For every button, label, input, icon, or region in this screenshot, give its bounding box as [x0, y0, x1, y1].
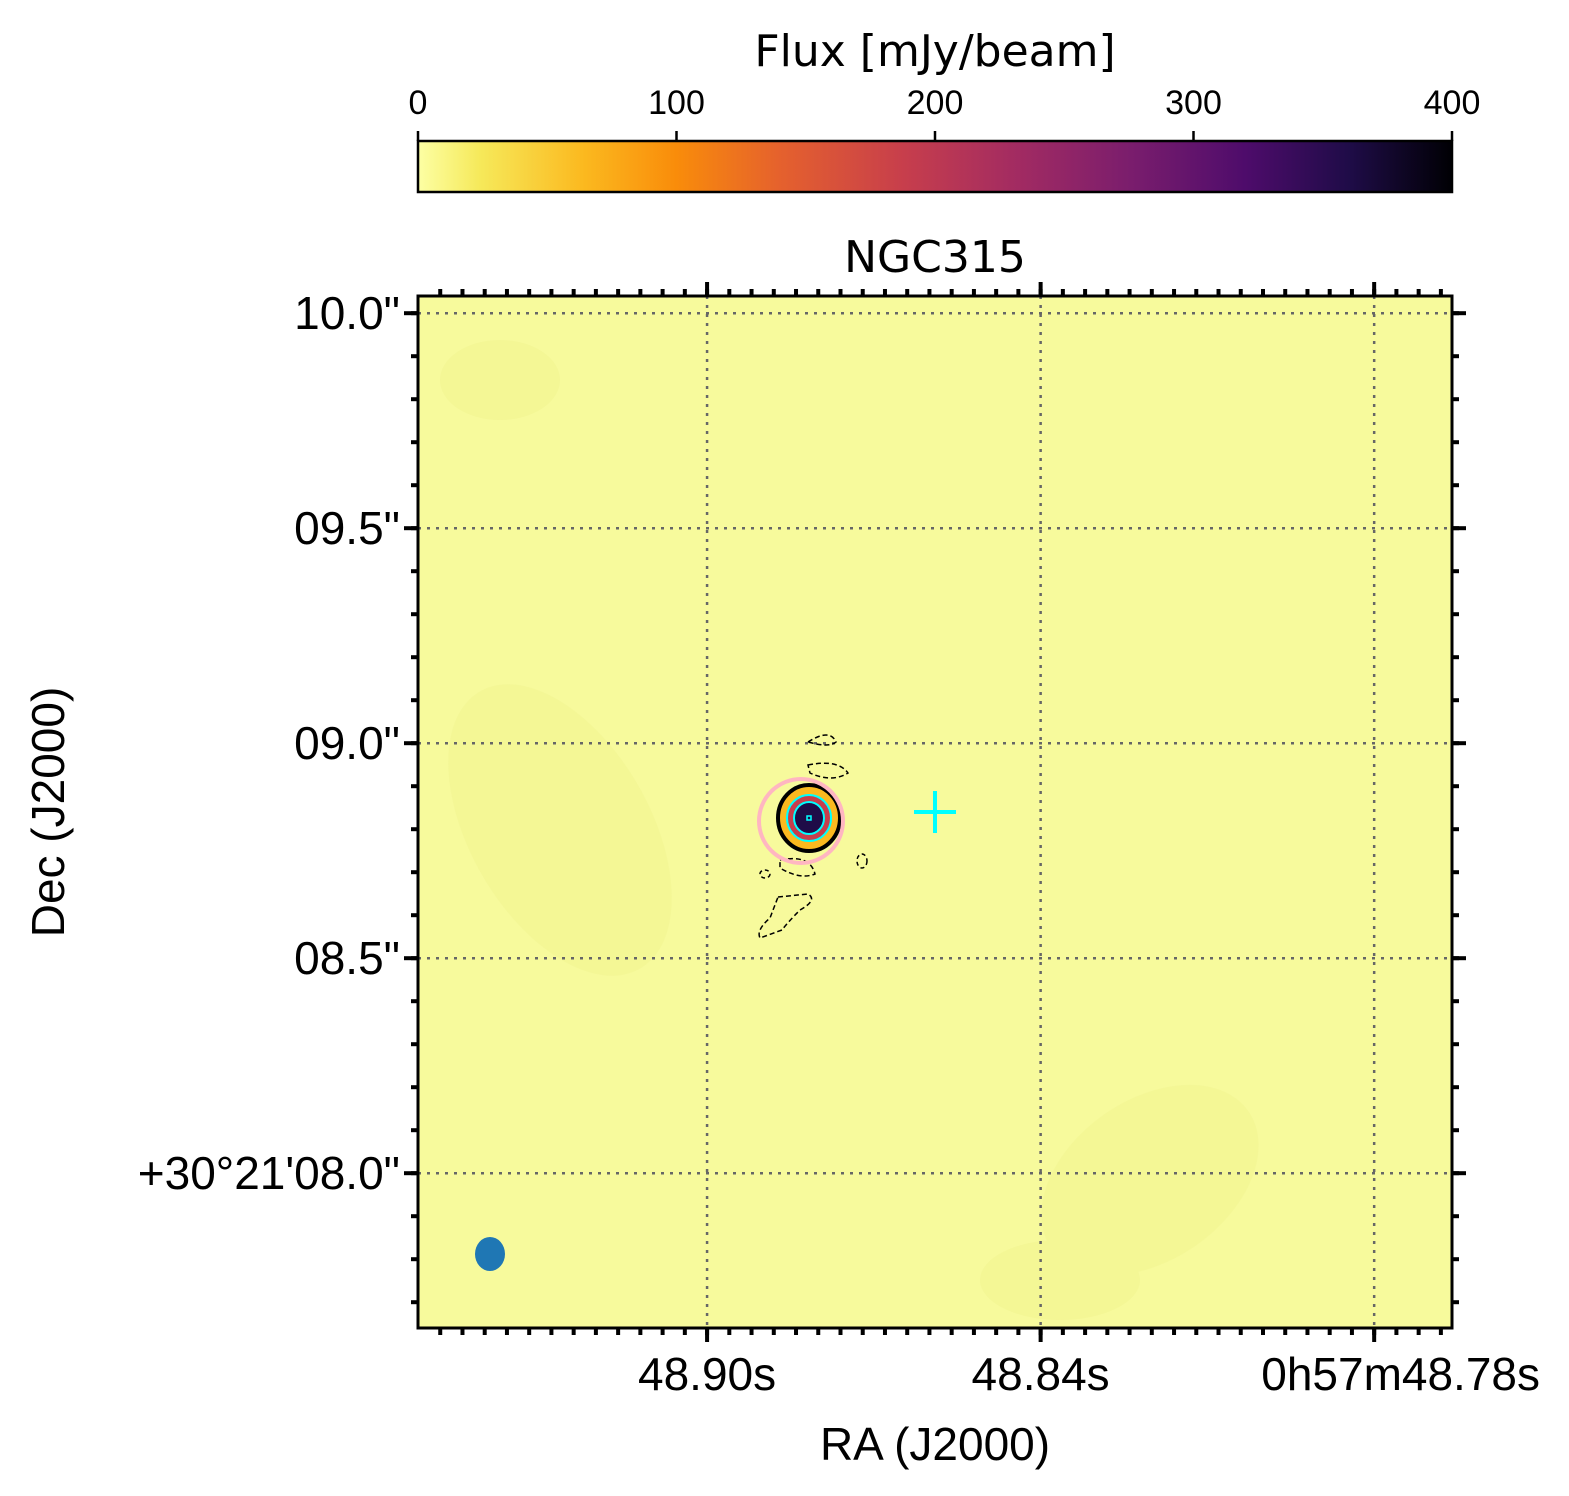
negative-contour — [758, 893, 813, 939]
negative-contour — [806, 734, 837, 746]
colorbar-ticks: 0 100 200 300 400 — [409, 84, 1481, 141]
negative-contour — [779, 857, 816, 877]
contour-cyan — [786, 794, 832, 842]
colorbar-tick-label: 0 — [409, 84, 428, 122]
colorbar — [416, 139, 1454, 194]
y-tick-label: +30°21'08.0" — [138, 1147, 400, 1199]
colorbar-tick-label: 100 — [648, 84, 705, 122]
x-tick-label: 48.90s — [638, 1348, 776, 1400]
colorbar-tick-label: 300 — [1165, 84, 1222, 122]
x-tick-label: 48.84s — [972, 1348, 1110, 1400]
y-tick-label: 09.5" — [294, 502, 400, 554]
axis-ticks — [404, 282, 1466, 1342]
negative-contour — [856, 853, 868, 869]
colorbar-tick-label: 200 — [907, 84, 964, 122]
noise-texture — [440, 340, 1259, 1320]
source — [757, 734, 868, 939]
grid-lines — [418, 296, 1452, 1328]
colorbar-tick-label: 400 — [1424, 84, 1481, 122]
x-axis-label: RA (J2000) — [820, 1418, 1050, 1470]
plot-frame — [416, 294, 1454, 1330]
y-tick-label: 08.5" — [294, 932, 400, 984]
y-tick-label: 10.0" — [294, 287, 400, 339]
y-tick-label: 09.0" — [294, 717, 400, 769]
y-axis-label: Dec (J2000) — [22, 687, 74, 938]
contour-cyan — [793, 801, 825, 835]
cross-marker — [914, 791, 956, 833]
contour — [794, 802, 824, 834]
tick-labels: 48.90s 48.84s 0h57m48.78s 10.0" 09.5" 09.0" 08… — [138, 287, 1540, 1400]
plot-title: NGC315 — [844, 232, 1026, 283]
contour-peak — [806, 815, 812, 821]
x-tick-label: 0h57m48.78s — [1261, 1348, 1540, 1400]
pink-circle — [757, 777, 845, 865]
beam-ellipse — [475, 1237, 505, 1271]
negative-contour — [759, 869, 771, 879]
negative-contour — [807, 762, 850, 779]
colorbar-label: Flux [mJy/beam] — [754, 26, 1115, 77]
